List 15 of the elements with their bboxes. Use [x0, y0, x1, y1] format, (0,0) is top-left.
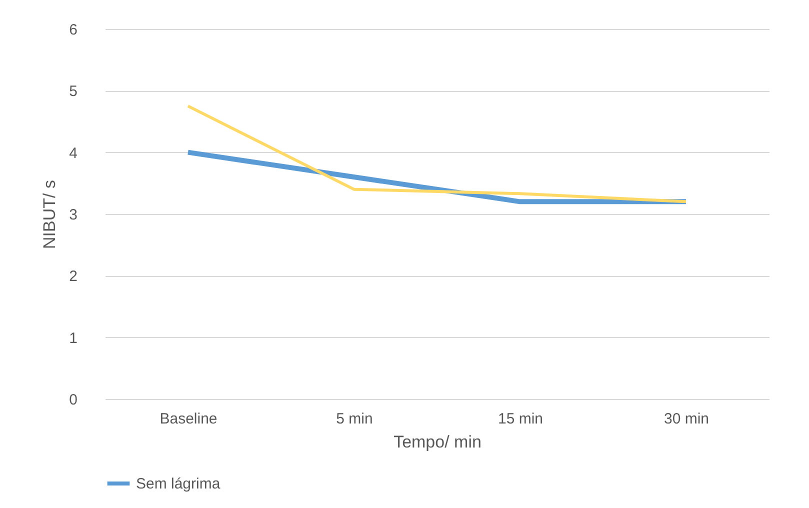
y-tick-label: 0 [69, 392, 78, 408]
x-tick-label: 15 min [498, 410, 544, 428]
y-tick-label: 5 [69, 83, 78, 100]
x-tick-label: 5 min [336, 410, 373, 428]
y-tick-label: 3 [69, 206, 78, 224]
y-tick-label: 6 [69, 22, 78, 38]
x-axis-title: Tempo/ min [394, 432, 482, 452]
x-tick-label: 30 min [664, 410, 710, 428]
y-tick-label: 4 [69, 144, 78, 162]
x-tick-label: Baseline [160, 410, 218, 428]
y-tick-label: 1 [69, 330, 78, 347]
y-axis-title: NIBUT/ s [40, 180, 60, 249]
y-tick-label: 2 [69, 268, 78, 286]
line-series [186, 104, 688, 204]
legend-label: Sem lágrima [136, 476, 221, 492]
